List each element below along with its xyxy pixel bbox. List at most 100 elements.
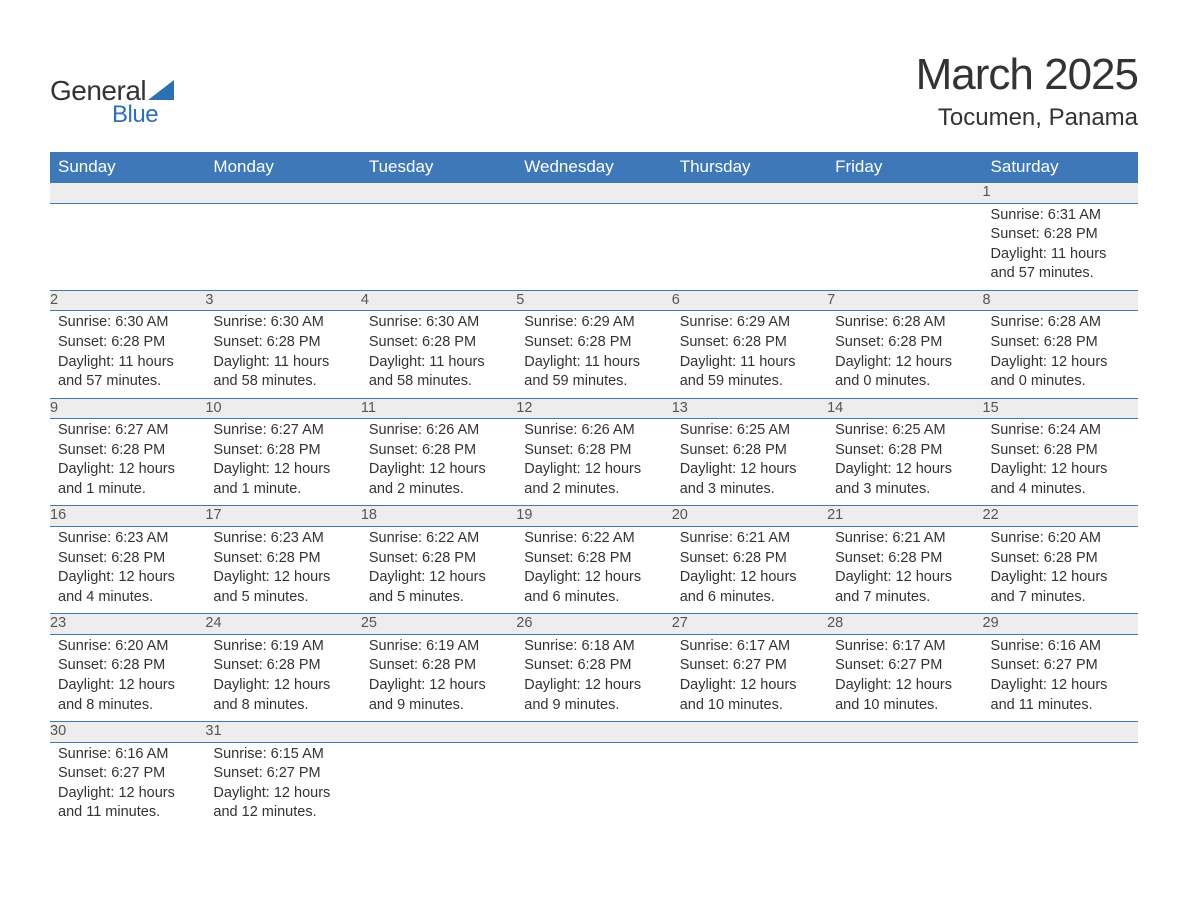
- day-content-row: Sunrise: 6:16 AMSunset: 6:27 PMDaylight:…: [50, 742, 1138, 829]
- day-content-row: Sunrise: 6:23 AMSunset: 6:28 PMDaylight:…: [50, 527, 1138, 614]
- day-number: 27: [672, 614, 827, 635]
- day-cell: Sunrise: 6:16 AMSunset: 6:27 PMDaylight:…: [983, 634, 1138, 721]
- day-number: 21: [827, 506, 982, 527]
- daynum-row: 23242526272829: [50, 614, 1138, 635]
- day-number: 1: [983, 183, 1138, 204]
- day-content-row: Sunrise: 6:30 AMSunset: 6:28 PMDaylight:…: [50, 311, 1138, 398]
- daylight-line: Daylight: 12 hours and 3 minutes.: [680, 460, 819, 499]
- sunrise-line: Sunrise: 6:15 AM: [213, 745, 352, 765]
- day-cell: [361, 742, 516, 829]
- sunset-line: Sunset: 6:28 PM: [213, 656, 352, 676]
- daylight-line: Daylight: 12 hours and 6 minutes.: [524, 568, 663, 607]
- logo-triangle-icon: [148, 80, 174, 100]
- daylight-line: Daylight: 12 hours and 2 minutes.: [524, 460, 663, 499]
- day-cell: Sunrise: 6:17 AMSunset: 6:27 PMDaylight:…: [672, 634, 827, 721]
- sunset-line: Sunset: 6:28 PM: [369, 656, 508, 676]
- sunset-line: Sunset: 6:28 PM: [991, 225, 1130, 245]
- sunset-line: Sunset: 6:28 PM: [835, 441, 974, 461]
- sunset-line: Sunset: 6:28 PM: [369, 333, 508, 353]
- daylight-line: Daylight: 12 hours and 8 minutes.: [58, 676, 197, 715]
- daylight-line: Daylight: 12 hours and 3 minutes.: [835, 460, 974, 499]
- calendar-head: SundayMondayTuesdayWednesdayThursdayFrid…: [50, 152, 1138, 183]
- day-cell: Sunrise: 6:21 AMSunset: 6:28 PMDaylight:…: [827, 527, 982, 614]
- day-number: 7: [827, 290, 982, 311]
- day-number: 17: [205, 506, 360, 527]
- daylight-line: Daylight: 12 hours and 11 minutes.: [991, 676, 1130, 715]
- sunrise-line: Sunrise: 6:19 AM: [213, 637, 352, 657]
- day-header: Monday: [205, 152, 360, 183]
- sunrise-line: Sunrise: 6:28 AM: [835, 313, 974, 333]
- sunrise-line: Sunrise: 6:25 AM: [835, 421, 974, 441]
- day-number: [516, 722, 671, 743]
- day-number: [516, 183, 671, 204]
- day-number: 19: [516, 506, 671, 527]
- sunrise-line: Sunrise: 6:16 AM: [991, 637, 1130, 657]
- day-number: 14: [827, 398, 982, 419]
- sunrise-line: Sunrise: 6:22 AM: [369, 529, 508, 549]
- daynum-row: 16171819202122: [50, 506, 1138, 527]
- sunset-line: Sunset: 6:28 PM: [991, 333, 1130, 353]
- daylight-line: Daylight: 12 hours and 2 minutes.: [369, 460, 508, 499]
- day-cell: [672, 203, 827, 290]
- day-cell: Sunrise: 6:25 AMSunset: 6:28 PMDaylight:…: [672, 419, 827, 506]
- sunset-line: Sunset: 6:28 PM: [680, 441, 819, 461]
- daynum-row: 2345678: [50, 290, 1138, 311]
- sunset-line: Sunset: 6:28 PM: [835, 549, 974, 569]
- sunset-line: Sunset: 6:28 PM: [369, 441, 508, 461]
- sunset-line: Sunset: 6:28 PM: [58, 441, 197, 461]
- day-number: 25: [361, 614, 516, 635]
- day-cell: Sunrise: 6:20 AMSunset: 6:28 PMDaylight:…: [983, 527, 1138, 614]
- daylight-line: Daylight: 12 hours and 6 minutes.: [680, 568, 819, 607]
- day-cell: Sunrise: 6:19 AMSunset: 6:28 PMDaylight:…: [205, 634, 360, 721]
- sunrise-line: Sunrise: 6:28 AM: [991, 313, 1130, 333]
- daylight-line: Daylight: 12 hours and 9 minutes.: [524, 676, 663, 715]
- day-cell: Sunrise: 6:30 AMSunset: 6:28 PMDaylight:…: [50, 311, 205, 398]
- sunrise-line: Sunrise: 6:22 AM: [524, 529, 663, 549]
- day-cell: Sunrise: 6:16 AMSunset: 6:27 PMDaylight:…: [50, 742, 205, 829]
- day-cell: Sunrise: 6:31 AMSunset: 6:28 PMDaylight:…: [983, 203, 1138, 290]
- daylight-line: Daylight: 11 hours and 59 minutes.: [680, 353, 819, 392]
- sunrise-line: Sunrise: 6:20 AM: [991, 529, 1130, 549]
- day-number: 30: [50, 722, 205, 743]
- day-cell: Sunrise: 6:23 AMSunset: 6:28 PMDaylight:…: [50, 527, 205, 614]
- sunrise-line: Sunrise: 6:29 AM: [680, 313, 819, 333]
- day-number: 5: [516, 290, 671, 311]
- day-number: [827, 183, 982, 204]
- sunset-line: Sunset: 6:27 PM: [835, 656, 974, 676]
- sunrise-line: Sunrise: 6:16 AM: [58, 745, 197, 765]
- sunset-line: Sunset: 6:28 PM: [58, 656, 197, 676]
- day-cell: Sunrise: 6:30 AMSunset: 6:28 PMDaylight:…: [361, 311, 516, 398]
- day-cell: Sunrise: 6:22 AMSunset: 6:28 PMDaylight:…: [361, 527, 516, 614]
- day-cell: Sunrise: 6:30 AMSunset: 6:28 PMDaylight:…: [205, 311, 360, 398]
- sunrise-line: Sunrise: 6:24 AM: [991, 421, 1130, 441]
- sunrise-line: Sunrise: 6:27 AM: [58, 421, 197, 441]
- page-title: March 2025: [916, 50, 1138, 100]
- daylight-line: Daylight: 12 hours and 1 minute.: [213, 460, 352, 499]
- daylight-line: Daylight: 12 hours and 8 minutes.: [213, 676, 352, 715]
- day-header: Sunday: [50, 152, 205, 183]
- sunrise-line: Sunrise: 6:17 AM: [835, 637, 974, 657]
- day-number: 29: [983, 614, 1138, 635]
- header: General Blue March 2025 Tocumen, Panama: [50, 50, 1138, 132]
- sunset-line: Sunset: 6:28 PM: [213, 549, 352, 569]
- day-cell: [827, 203, 982, 290]
- sunset-line: Sunset: 6:27 PM: [991, 656, 1130, 676]
- sunrise-line: Sunrise: 6:19 AM: [369, 637, 508, 657]
- day-cell: Sunrise: 6:23 AMSunset: 6:28 PMDaylight:…: [205, 527, 360, 614]
- day-cell: Sunrise: 6:21 AMSunset: 6:28 PMDaylight:…: [672, 527, 827, 614]
- day-number: 24: [205, 614, 360, 635]
- day-cell: [516, 742, 671, 829]
- day-cell: Sunrise: 6:26 AMSunset: 6:28 PMDaylight:…: [361, 419, 516, 506]
- day-cell: Sunrise: 6:19 AMSunset: 6:28 PMDaylight:…: [361, 634, 516, 721]
- day-number: [361, 722, 516, 743]
- daylight-line: Daylight: 12 hours and 7 minutes.: [991, 568, 1130, 607]
- sunrise-line: Sunrise: 6:29 AM: [524, 313, 663, 333]
- day-cell: Sunrise: 6:29 AMSunset: 6:28 PMDaylight:…: [516, 311, 671, 398]
- daylight-line: Daylight: 12 hours and 7 minutes.: [835, 568, 974, 607]
- day-number: [672, 722, 827, 743]
- day-cell: [50, 203, 205, 290]
- day-cell: Sunrise: 6:27 AMSunset: 6:28 PMDaylight:…: [205, 419, 360, 506]
- day-cell: Sunrise: 6:20 AMSunset: 6:28 PMDaylight:…: [50, 634, 205, 721]
- day-cell: Sunrise: 6:26 AMSunset: 6:28 PMDaylight:…: [516, 419, 671, 506]
- day-header: Friday: [827, 152, 982, 183]
